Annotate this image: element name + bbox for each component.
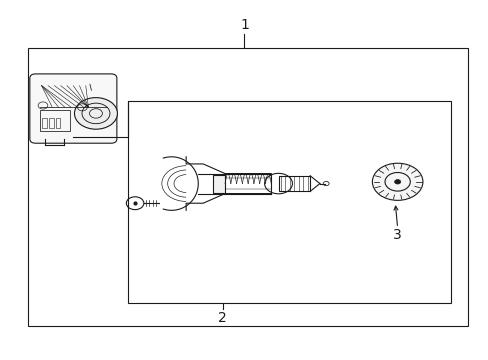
Bar [40,110,70,131]
Bar [127,102,450,303]
Bar [49,117,54,128]
Text: 1: 1 [240,18,248,32]
Circle shape [74,98,117,129]
Bar [278,176,309,192]
Text: 2: 2 [218,311,226,324]
Bar [212,175,224,193]
Bar [42,117,47,128]
Bar [56,117,61,128]
Circle shape [372,163,422,201]
Circle shape [394,180,400,184]
Text: 3: 3 [392,228,401,242]
Bar [28,48,467,327]
FancyBboxPatch shape [30,74,117,143]
